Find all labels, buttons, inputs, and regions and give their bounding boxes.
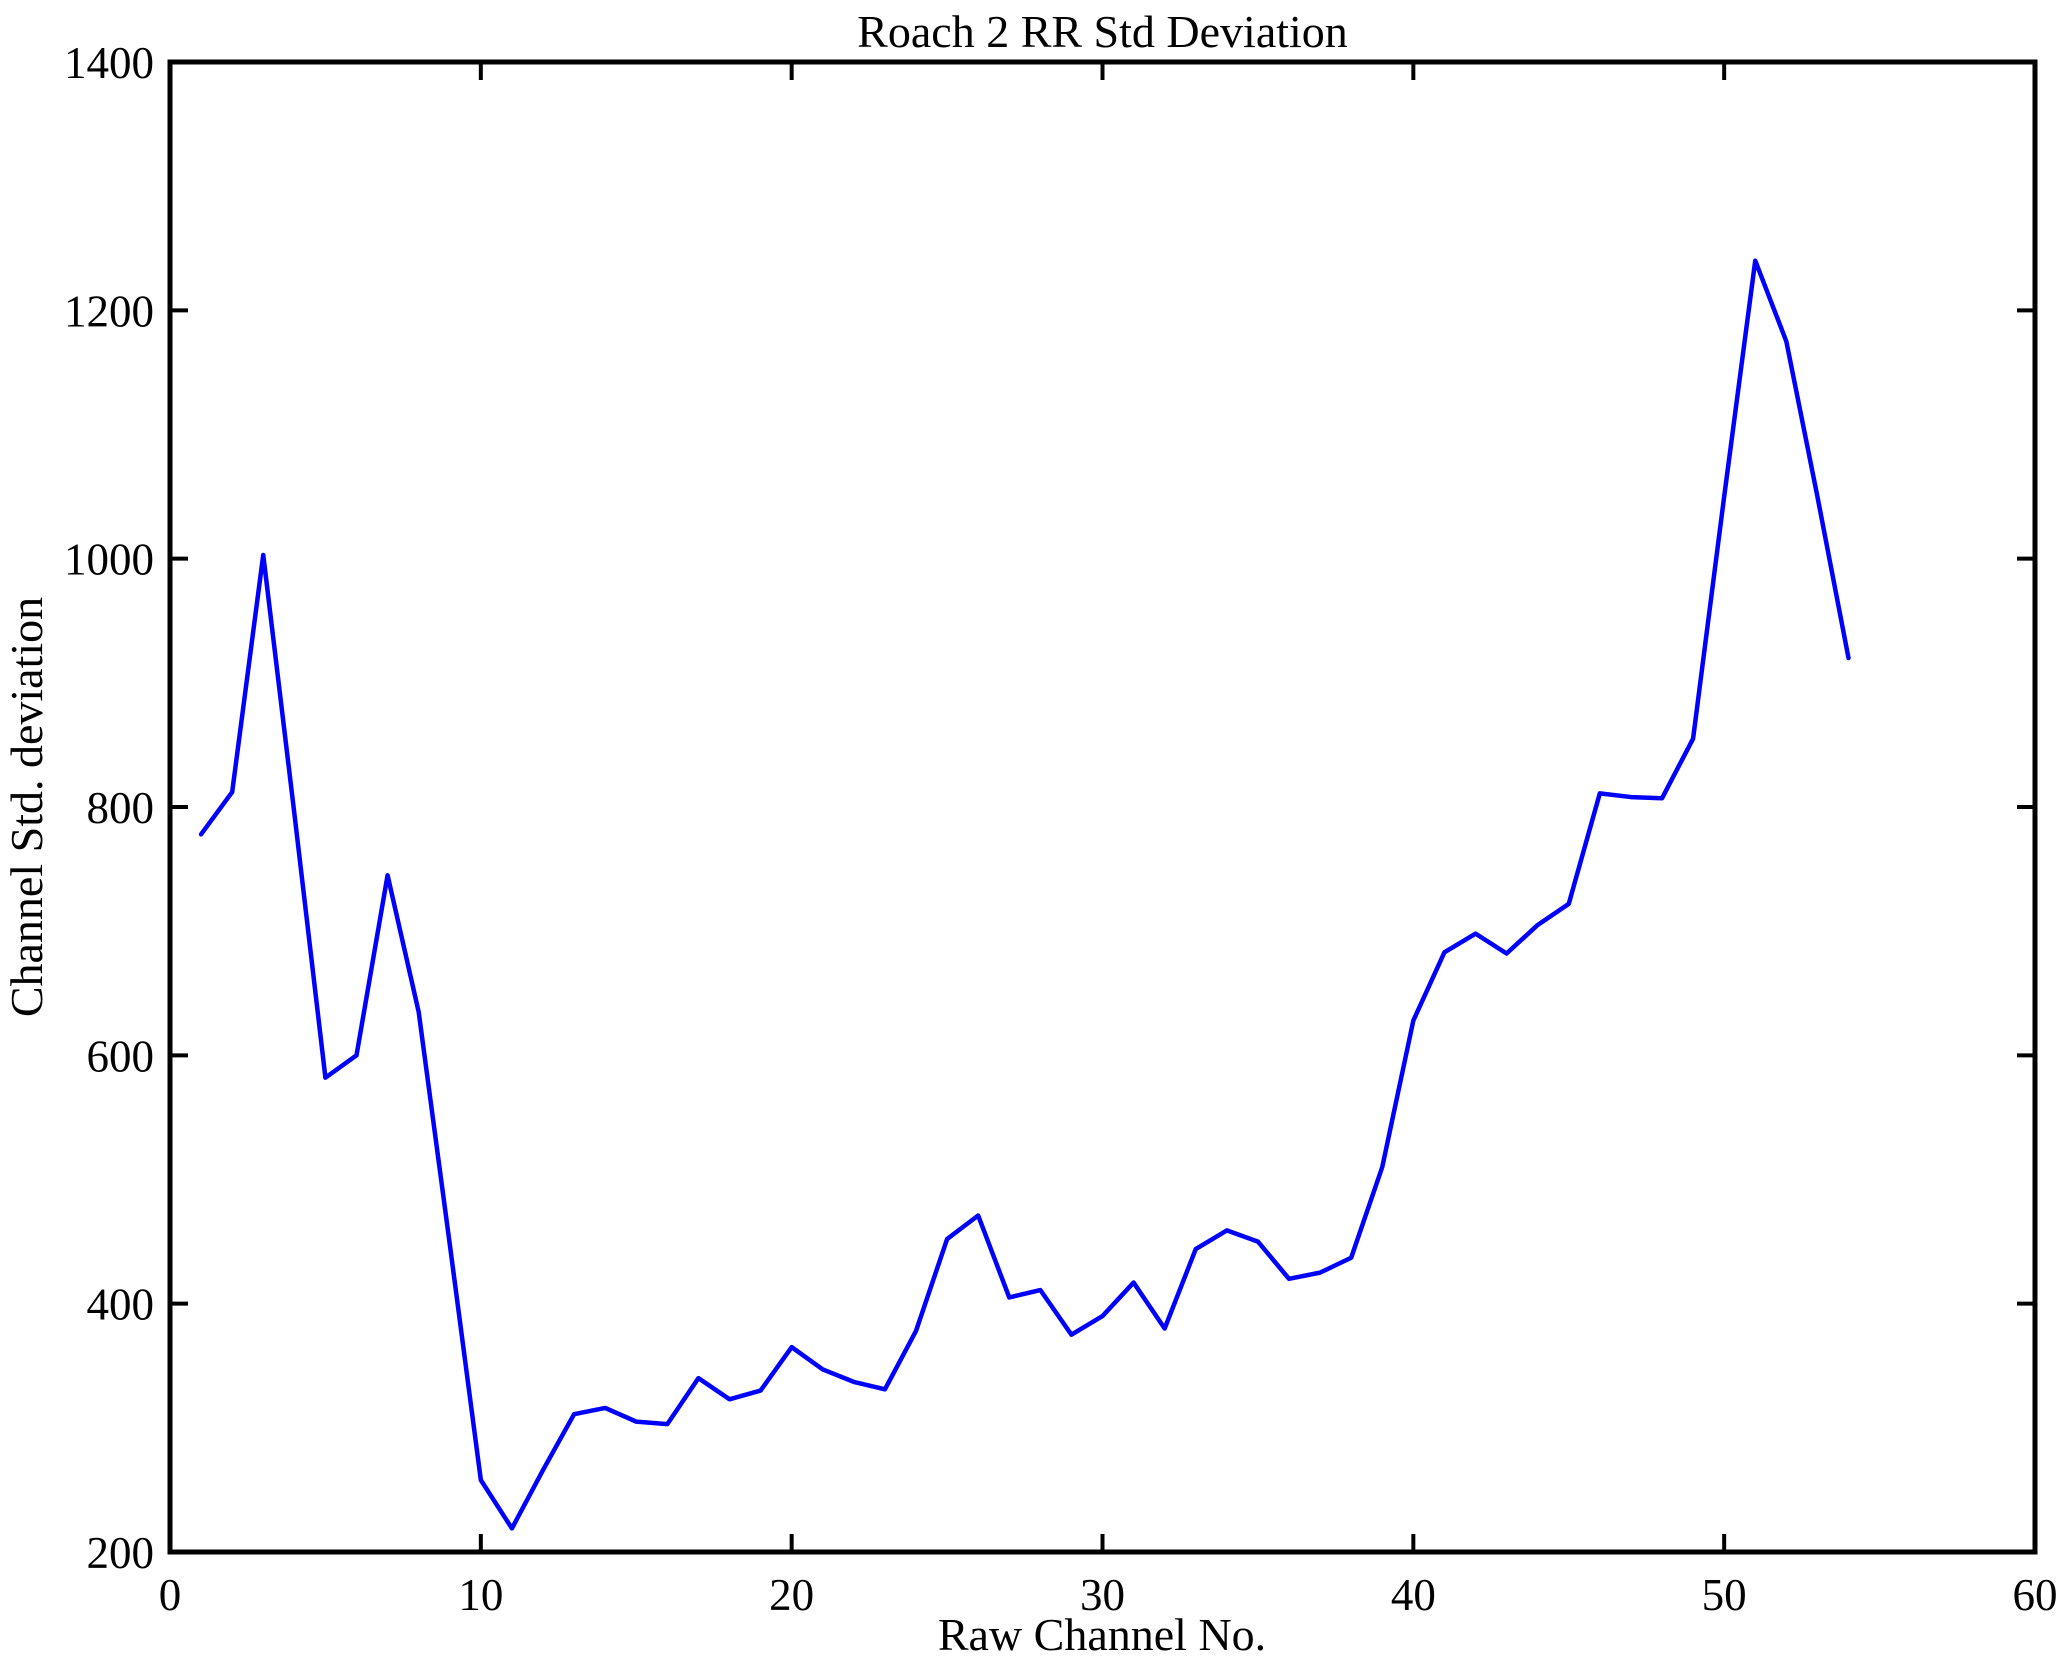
x-tick-label: 20 [769,1570,814,1620]
data-series-line [198,258,1851,1531]
y-axis-ticks [170,308,2035,1306]
x-tick-label: 30 [1080,1570,1125,1620]
y-tick-label: 1200 [64,286,154,336]
x-axis-label: Raw Channel No. [938,1609,1266,1660]
x-tick-label: 60 [2013,1570,2058,1620]
x-axis-tick-labels: 0 10 20 30 40 50 60 [159,1570,2058,1620]
y-tick-label: 200 [87,1528,155,1578]
y-tick-label: 600 [87,1031,155,1081]
chart-title: Roach 2 RR Std Deviation [857,6,1348,57]
x-tick-label: 50 [1702,1570,1747,1620]
y-tick-label: 1000 [64,535,154,585]
plot-area-border [167,59,2038,1555]
x-tick-label: 0 [159,1570,182,1620]
y-tick-label: 1400 [64,38,154,88]
y-tick-label: 400 [87,1280,155,1330]
x-tick-label: 10 [458,1570,503,1620]
x-tick-label: 40 [1391,1570,1436,1620]
x-axis-ticks [478,62,1727,1552]
y-tick-label: 800 [87,783,155,833]
y-axis-label: Channel Std. deviation [1,597,52,1017]
y-axis-tick-labels: 200 400 600 800 1000 1200 1400 [64,38,154,1578]
